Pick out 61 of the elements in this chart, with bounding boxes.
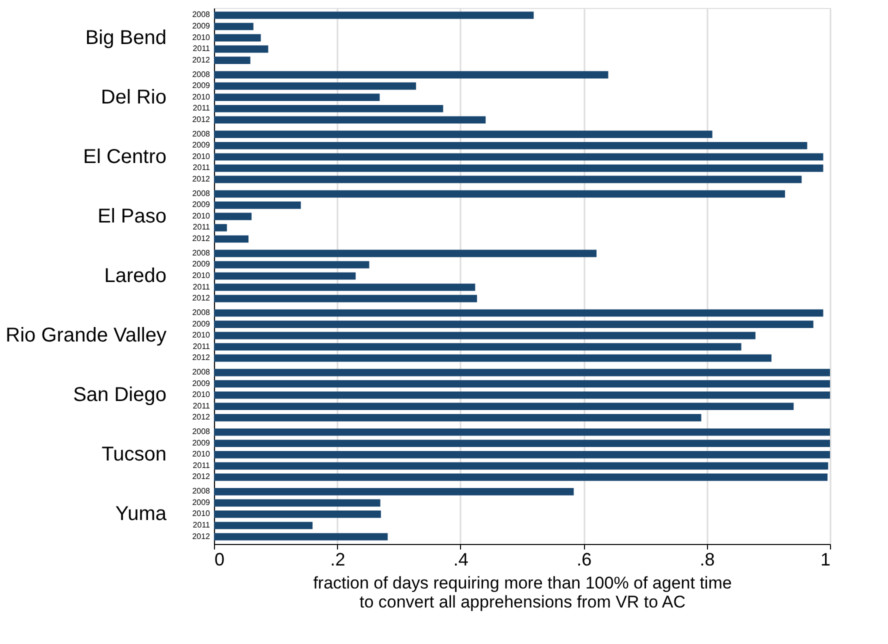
text: 2008 bbox=[192, 427, 210, 436]
series-label: 2011 bbox=[192, 44, 211, 54]
text: 2010 bbox=[192, 152, 210, 161]
text: 2010 bbox=[192, 509, 210, 518]
text: 2009 bbox=[192, 378, 210, 388]
text: 2012 bbox=[192, 353, 210, 362]
text: 2010 bbox=[192, 271, 210, 280]
text: 2009 bbox=[192, 140, 210, 150]
text: 2011 bbox=[192, 104, 210, 113]
text: 2008 bbox=[192, 368, 210, 377]
text: 2011 bbox=[192, 401, 210, 410]
text: 2011 bbox=[192, 342, 210, 351]
text: 2012 bbox=[192, 114, 210, 124]
series-label: 2010 bbox=[192, 32, 211, 42]
text: 2008 bbox=[192, 188, 210, 198]
x-tick-label: .2 bbox=[330, 550, 346, 570]
text: 2011 bbox=[192, 282, 210, 292]
y-tick-label: San Diego bbox=[73, 384, 166, 406]
y-tick-label: Big Bend bbox=[85, 26, 166, 49]
x-tick-label: .4 bbox=[453, 550, 468, 570]
text: 2011 bbox=[192, 222, 210, 232]
text: 2009 bbox=[192, 260, 210, 269]
text: 2010 bbox=[192, 330, 210, 340]
text: 2008 bbox=[192, 129, 210, 138]
text: 2009 bbox=[192, 438, 210, 448]
y-tick-label: Laredo bbox=[104, 265, 166, 287]
y-tick-label: El Centro bbox=[83, 146, 166, 168]
series-label: 2008 bbox=[192, 10, 211, 20]
text: 2009 bbox=[192, 319, 210, 328]
x-axis-title: fraction of days requiring more than 100% of agent time to convert all apprehensions from VR to AC bbox=[313, 574, 732, 612]
text: 2011 bbox=[192, 460, 210, 470]
y-tick-label: Tucson bbox=[102, 444, 166, 466]
text: 2012 bbox=[192, 174, 210, 184]
text: 2012 bbox=[192, 412, 210, 422]
text: 2010 bbox=[192, 92, 210, 102]
series-label: 2012 bbox=[192, 55, 211, 64]
series-label: 2009 bbox=[192, 22, 211, 31]
x-tick-label: 0 bbox=[214, 550, 225, 570]
text: 2008 bbox=[192, 486, 210, 496]
text: 2008 bbox=[192, 70, 210, 79]
x-tick-label: .8 bbox=[700, 550, 715, 570]
y-tick-label: Del Rio bbox=[100, 86, 166, 108]
text: 2008 bbox=[192, 308, 210, 318]
y-tick-label: Rio Grande Valley bbox=[6, 324, 166, 347]
text: 2009 bbox=[192, 498, 210, 507]
text: 2010 bbox=[192, 450, 210, 459]
y-tick-label: Yuma bbox=[115, 503, 168, 526]
text: 2010 bbox=[192, 211, 210, 220]
text: 2012 bbox=[192, 294, 210, 303]
x-tick-label: .6 bbox=[576, 550, 592, 570]
text: 2011 bbox=[192, 163, 210, 172]
text: 2012 bbox=[192, 532, 210, 541]
text: 2009 bbox=[192, 81, 210, 90]
text: 2011 bbox=[192, 520, 210, 530]
text: 2008 bbox=[192, 248, 210, 258]
x-tick-label: 1 bbox=[820, 550, 830, 570]
y-tick-label: El Paso bbox=[98, 205, 166, 228]
text: 2009 bbox=[192, 200, 210, 210]
text: 2012 bbox=[192, 472, 210, 482]
text: 2012 bbox=[192, 234, 210, 243]
text: 2010 bbox=[192, 390, 210, 400]
